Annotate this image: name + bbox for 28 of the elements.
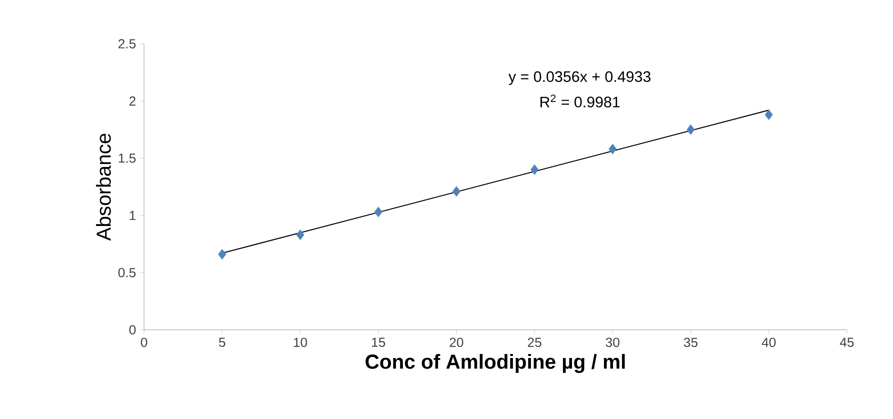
x-tick-label: 30	[606, 338, 620, 347]
annotation: R$^{2}$ = 0.9981	[540, 94, 620, 108]
point	[764, 109, 773, 120]
y-tick-label: 2	[129, 96, 136, 106]
y-tick-label: 2.5	[118, 39, 136, 48]
point	[608, 144, 617, 154]
x-tick-label: 35	[684, 338, 698, 347]
x-tick-label: 0	[140, 338, 148, 347]
x-tick-label: 5	[219, 338, 226, 347]
y-tick-label: 0	[129, 325, 136, 334]
x-tick-label: 45	[840, 338, 854, 347]
x-tick-label: 40	[762, 338, 776, 347]
point	[296, 230, 304, 240]
y-tick-label: 1.5	[118, 154, 136, 163]
point	[374, 206, 382, 218]
y-axis-title: Absorbance	[96, 134, 111, 241]
x-tick-label: 10	[294, 338, 308, 347]
point	[452, 186, 460, 197]
y-tick-label: 0.5	[118, 268, 136, 278]
annotation: y = 0.0356x + 0.4933	[508, 71, 650, 85]
y-tick-label: 1	[130, 210, 136, 220]
x-tick-label: 25	[528, 338, 542, 347]
x-axis-title: Conc of Amlodipine µg / ml	[366, 354, 625, 373]
point	[218, 248, 226, 260]
x-tick-label: 20	[450, 338, 464, 347]
point	[530, 164, 539, 175]
x-tick-label: 15	[372, 338, 386, 347]
point	[686, 124, 695, 135]
